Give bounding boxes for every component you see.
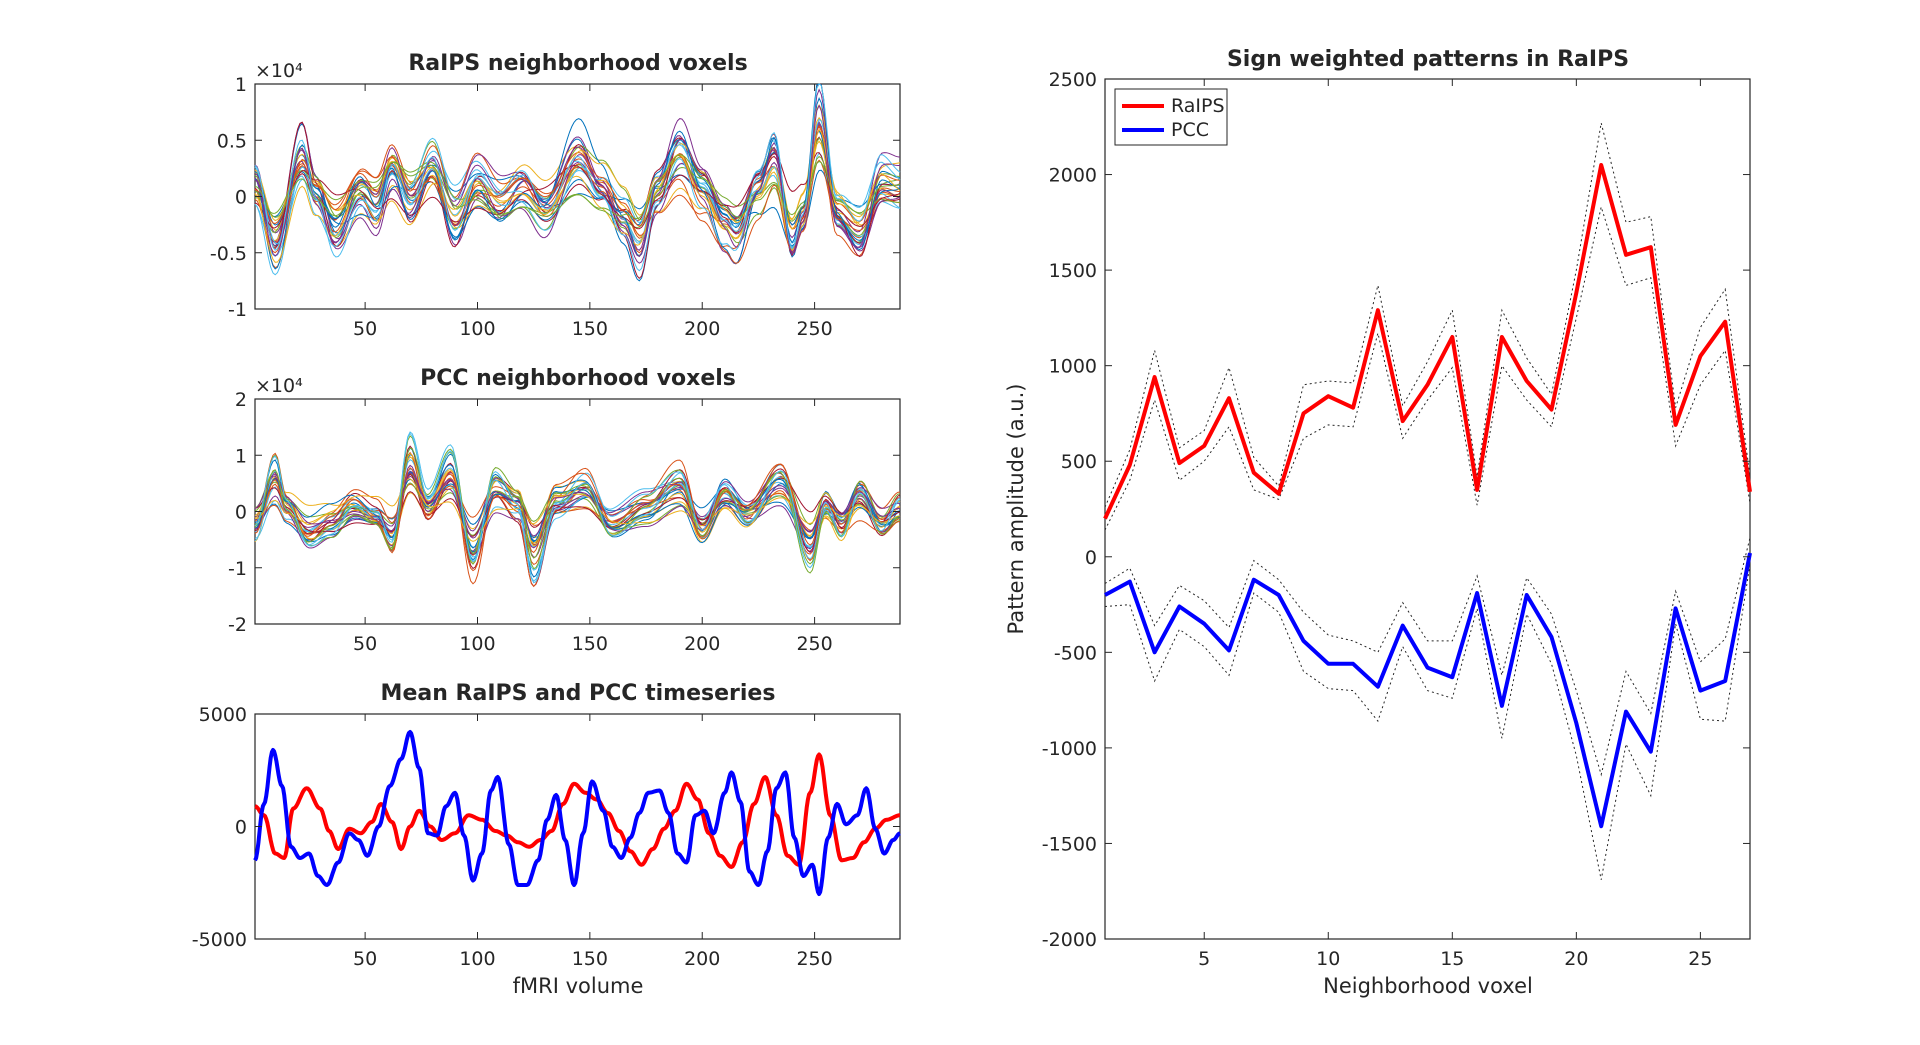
- x-tick-label: 200: [684, 633, 720, 655]
- patterns-ylabel: Pattern amplitude (a.u.): [1004, 384, 1028, 635]
- voxel-trace: [254, 83, 901, 270]
- y-tick-label: -5000: [192, 929, 247, 951]
- raips-voxels-ticks: 50 100 150 200 250 -1 -0.5 0 0.5 1: [210, 74, 900, 340]
- voxel-trace: [254, 463, 901, 572]
- voxel-trace: [254, 104, 900, 258]
- voxel-trace: [254, 152, 901, 230]
- y-tick-label: -2: [228, 614, 247, 636]
- x-tick-label: 20: [1564, 948, 1588, 970]
- voxel-trace: [254, 83, 901, 272]
- panel-sign-weighted-patterns: Sign weighted patterns in RaIPS 5 10 15 20 2…: [1004, 47, 1752, 998]
- x-tick-label: 50: [353, 318, 377, 340]
- x-tick-label: 50: [353, 948, 377, 970]
- y-tick-label: 2500: [1049, 69, 1097, 91]
- series-line-pcc: [253, 730, 901, 896]
- mean-timeseries-xlabel: fMRI volume: [513, 974, 644, 998]
- y-tick-label: 1: [235, 74, 247, 96]
- y-tick-label: 2: [235, 389, 247, 411]
- voxel-trace: [254, 431, 901, 582]
- y-tick-label: -1000: [1042, 738, 1097, 760]
- x-tick-label: 200: [684, 948, 720, 970]
- patterns-plot: [1103, 122, 1752, 880]
- panel-pcc-voxels: PCC neighborhood voxels ×10⁴ 50 100 150 200…: [228, 366, 901, 655]
- x-tick-label: 50: [353, 633, 377, 655]
- confidence-upper-pcc: [1104, 537, 1751, 777]
- y-tick-label: 0.5: [217, 130, 247, 152]
- mean-timeseries-plot: [253, 730, 901, 896]
- x-tick-label: 100: [459, 318, 495, 340]
- x-tick-label: 150: [572, 318, 608, 340]
- y-tick-label: 0: [235, 817, 247, 839]
- voxel-trace: [254, 129, 901, 241]
- mean-timeseries-title: Mean RaIPS and PCC timeseries: [381, 681, 776, 706]
- series-line-raips: [254, 752, 901, 869]
- y-tick-label: 1000: [1049, 356, 1097, 378]
- voxel-trace: [254, 129, 901, 263]
- pcc-voxels-title: PCC neighborhood voxels: [420, 366, 736, 391]
- pattern-line-raips: [1103, 163, 1752, 520]
- y-tick-label: -1: [228, 299, 247, 321]
- pcc-voxels-plot: [254, 431, 901, 588]
- x-tick-label: 150: [572, 633, 608, 655]
- x-tick-label: 100: [459, 633, 495, 655]
- y-tick-label: 0: [1085, 547, 1097, 569]
- pcc-voxels-ticks: 50 100 150 200 250 -2 -1 0 1 2: [228, 389, 900, 655]
- confidence-lower-raips: [1104, 205, 1751, 531]
- x-tick-label: 100: [459, 948, 495, 970]
- y-tick-label: 0: [235, 187, 247, 209]
- x-tick-label: 250: [796, 948, 832, 970]
- voxel-trace: [254, 477, 901, 537]
- y-tick-label: -2000: [1042, 929, 1097, 951]
- x-tick-label: 15: [1440, 948, 1464, 970]
- panel-mean-timeseries: Mean RaIPS and PCC timeseries 50 100 150 20…: [192, 681, 901, 998]
- raips-voxels-plot: [254, 83, 901, 282]
- voxel-trace: [254, 121, 901, 264]
- voxel-trace: [254, 140, 901, 246]
- y-tick-label: -1: [228, 558, 247, 580]
- raips-voxels-title: RaIPS neighborhood voxels: [408, 51, 747, 76]
- x-tick-label: 25: [1688, 948, 1712, 970]
- y-tick-label: -1500: [1042, 833, 1097, 855]
- raips-voxels-exponent: ×10⁴: [255, 60, 303, 82]
- voxel-trace: [254, 118, 901, 250]
- voxel-trace: [254, 154, 901, 222]
- voxel-trace: [254, 123, 901, 257]
- patterns-axes: [1104, 78, 1751, 940]
- voxel-trace: [254, 83, 901, 280]
- patterns-legend: RaIPS PCC: [1114, 88, 1228, 146]
- y-tick-label: 5000: [199, 704, 247, 726]
- y-tick-label: 2000: [1049, 165, 1097, 187]
- x-tick-label: 150: [572, 948, 608, 970]
- y-tick-label: 1: [235, 445, 247, 467]
- x-tick-label: 200: [684, 318, 720, 340]
- patterns-ticks: 5 10 15 20 25 -2000 -1500 -1000 -500 0 500 1000 1500…: [1042, 69, 1750, 970]
- voxel-trace: [254, 447, 901, 565]
- confidence-lower-pcc: [1104, 564, 1751, 880]
- y-tick-label: 0: [235, 502, 247, 524]
- y-tick-label: -500: [1054, 642, 1097, 664]
- legend-label-pcc: PCC: [1171, 119, 1209, 141]
- patterns-xlabel: Neighborhood voxel: [1323, 974, 1533, 998]
- pattern-line-pcc: [1104, 552, 1752, 829]
- voxel-trace: [254, 452, 901, 553]
- panel-raips-voxels: RaIPS neighborhood voxels ×10⁴ 50 100 150 2…: [210, 51, 901, 340]
- y-tick-label: 1500: [1049, 260, 1097, 282]
- voxel-trace: [254, 432, 901, 584]
- legend-box: [1114, 88, 1228, 146]
- pcc-voxels-exponent: ×10⁴: [255, 375, 303, 397]
- x-tick-label: 5: [1198, 948, 1210, 970]
- x-tick-label: 10: [1316, 948, 1340, 970]
- patterns-title: Sign weighted patterns in RaIPS: [1227, 47, 1629, 72]
- legend-label-raips: RaIPS: [1171, 95, 1225, 117]
- x-tick-label: 250: [796, 633, 832, 655]
- x-tick-label: 250: [796, 318, 832, 340]
- y-tick-label: 500: [1061, 451, 1097, 473]
- y-tick-label: -0.5: [210, 243, 247, 265]
- voxel-trace: [254, 97, 901, 282]
- mean-timeseries-ticks: 50 100 150 200 250 -5000 0 5000: [192, 704, 900, 970]
